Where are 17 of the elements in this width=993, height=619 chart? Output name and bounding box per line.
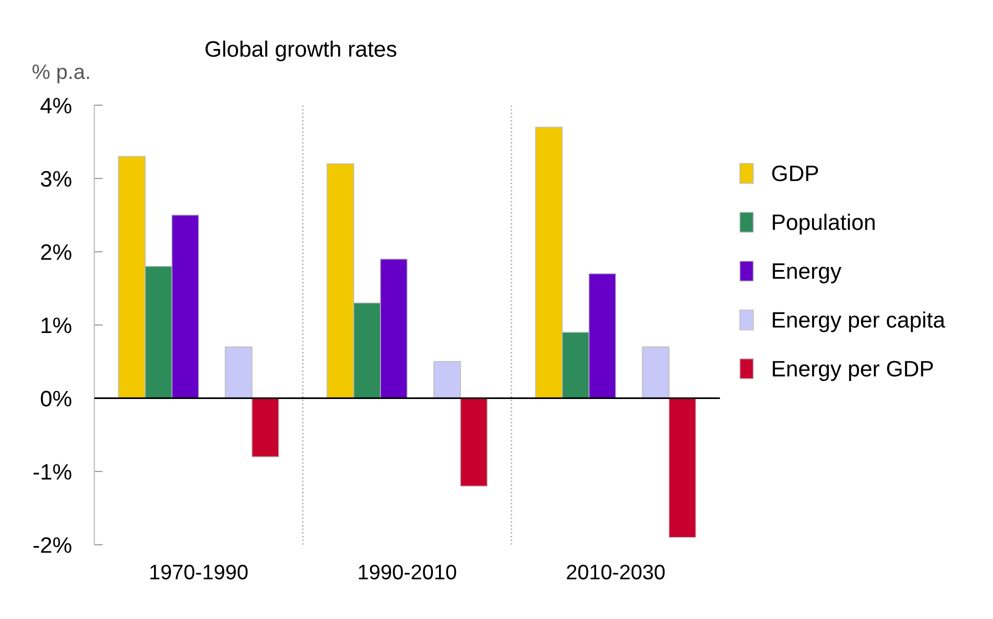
legend-label: Population: [772, 214, 875, 234]
legend-label: GDP: [772, 166, 818, 182]
x-tick-label: 2010-2030: [566, 564, 665, 580]
x-tick-label: 1990-2010: [358, 564, 456, 580]
y-tick-label: -2%: [34, 537, 72, 553]
x-tick-label: 1970-1990: [150, 564, 248, 580]
legend-label: Energy per GDP: [772, 360, 933, 381]
legend-label: Energy: [772, 263, 842, 284]
legend-label: Energy per capita: [772, 311, 946, 332]
y-tick-label: 1%: [42, 318, 72, 334]
y-tick-label: 4%: [40, 98, 72, 114]
y-tick-label: 2%: [41, 244, 72, 260]
y-tick-label: 0%: [40, 390, 72, 406]
y-axis-title: % p.a.: [32, 64, 89, 84]
y-tick-label: -1%: [34, 464, 72, 480]
y-tick-label: 3%: [40, 171, 72, 187]
chart-title: Global growth rates: [206, 40, 396, 62]
